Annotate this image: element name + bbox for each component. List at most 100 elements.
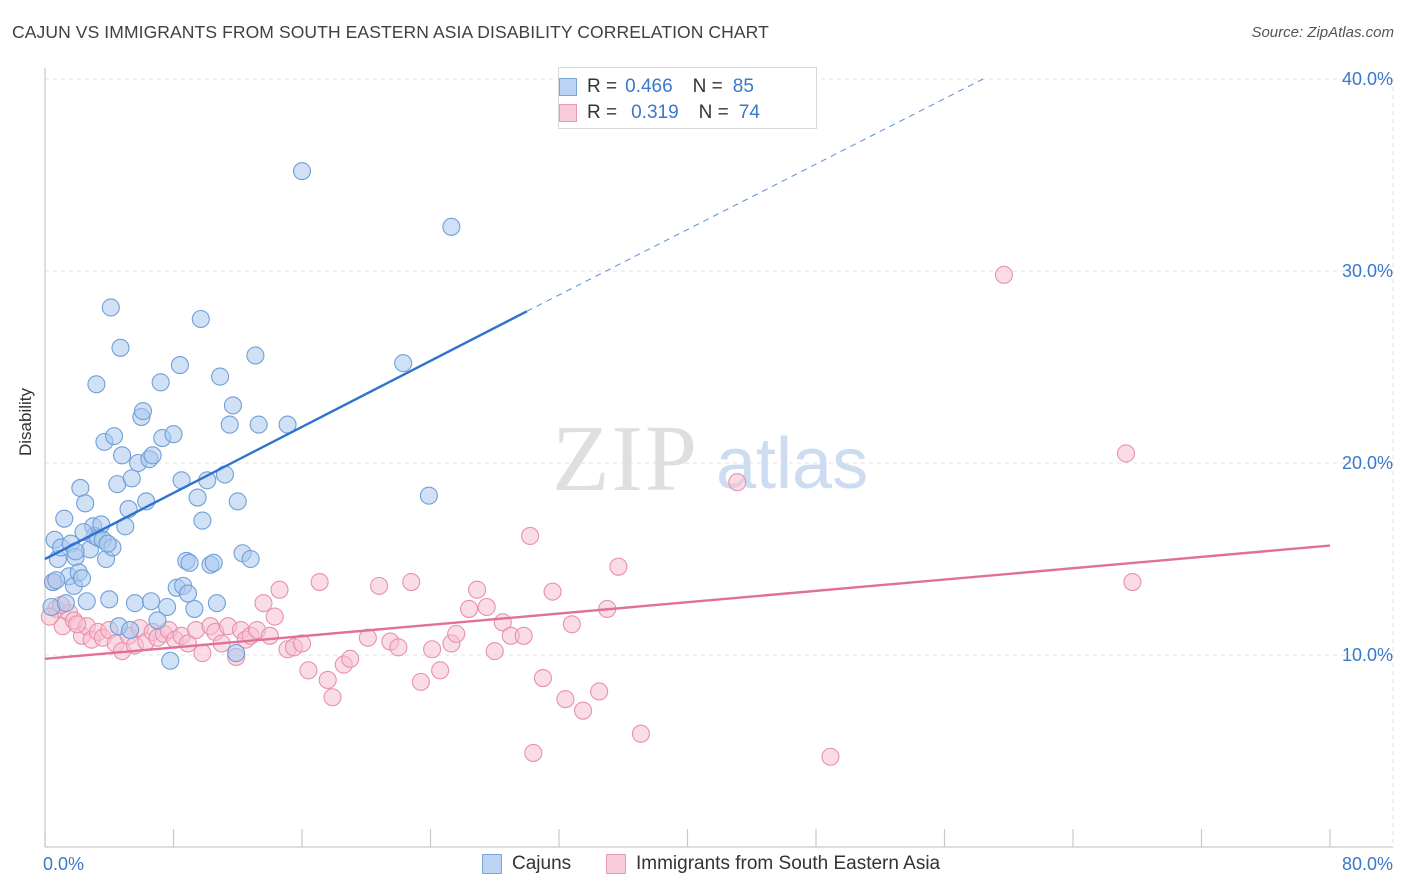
legend-swatch-blue xyxy=(559,78,577,96)
immigrants-point xyxy=(323,688,342,707)
immigrants-point xyxy=(411,672,430,691)
cajuns-point xyxy=(87,375,106,394)
cajuns-point xyxy=(100,590,119,609)
cajuns-point xyxy=(161,651,180,670)
bottom-legend-swatch-blue xyxy=(482,854,502,874)
legend-r-value: 0.466 xyxy=(625,76,673,97)
immigrants-point xyxy=(821,747,840,766)
cajuns-point xyxy=(191,309,210,329)
bottom-legend-swatch-pink xyxy=(606,854,626,874)
cajuns-point xyxy=(101,298,120,317)
legend-r-label: R = xyxy=(587,76,618,97)
chart-source: Source: ZipAtlas.com xyxy=(1251,24,1394,41)
cajuns-point xyxy=(228,492,247,511)
immigrants-point xyxy=(556,690,575,709)
legend-row-cajuns: R = 0.466 N = 85 xyxy=(559,75,754,99)
cajuns-point xyxy=(141,592,161,611)
series-cajuns-points xyxy=(42,162,461,670)
immigrants-point xyxy=(574,701,593,720)
legend-r-value: 0.319 xyxy=(631,102,679,123)
bottom-legend-label-cajuns: Cajuns xyxy=(512,853,572,874)
cajuns-point xyxy=(204,553,223,572)
cajuns-point xyxy=(164,425,183,444)
cajuns-point xyxy=(47,571,66,590)
cajuns-point xyxy=(249,415,268,434)
y-tick-label: 20.0% xyxy=(1342,453,1393,473)
y-tick-label: 30.0% xyxy=(1342,261,1393,281)
immigrants-point xyxy=(994,265,1013,284)
immigrants-point xyxy=(68,615,87,634)
immigrants-trend-line xyxy=(44,544,1331,661)
y-axis-title: Disability xyxy=(16,387,35,456)
immigrants-point xyxy=(389,638,408,657)
cajuns-point xyxy=(220,415,239,434)
bottom-legend-cajuns: Cajuns xyxy=(482,852,571,876)
immigrants-point xyxy=(562,615,581,634)
immigrants-point xyxy=(590,682,609,701)
axes xyxy=(44,68,1393,848)
immigrants-point xyxy=(318,670,337,690)
immigrants-point xyxy=(431,661,450,680)
chart-title: CAJUN VS IMMIGRANTS FROM SOUTH EASTERN A… xyxy=(12,22,769,42)
cajuns-point xyxy=(76,494,95,513)
immigrants-point xyxy=(543,582,562,601)
bottom-legend-label-immigrants: Immigrants from South Eastern Asia xyxy=(636,853,941,874)
cajuns-point xyxy=(143,446,162,465)
cajuns-point xyxy=(227,644,246,663)
immigrants-point xyxy=(485,642,504,661)
cajuns-point xyxy=(98,534,117,553)
immigrants-point xyxy=(254,594,273,613)
immigrants-point xyxy=(533,668,552,688)
cajuns-trend-line xyxy=(44,310,528,561)
cajuns-point xyxy=(111,338,130,357)
cajuns-point xyxy=(180,553,199,572)
watermark: ZIP atlas xyxy=(552,407,868,511)
x-tick-label-min: 0.0% xyxy=(43,854,84,874)
immigrants-point xyxy=(341,649,360,668)
cajuns-point xyxy=(241,549,260,569)
legend-n-label: N = xyxy=(698,102,729,123)
cajuns-point xyxy=(151,373,170,392)
immigrants-point xyxy=(310,572,329,592)
immigrants-point xyxy=(447,624,466,643)
legend-row-immigrants: R = 0.319 N = 74 xyxy=(559,101,760,125)
watermark-zip: ZIP xyxy=(552,407,699,511)
legend-swatch-pink xyxy=(559,104,577,122)
cajuns-point xyxy=(223,396,242,415)
immigrants-point xyxy=(1116,444,1136,463)
cajuns-point xyxy=(105,427,124,446)
immigrants-point xyxy=(299,661,318,680)
y-tick-label: 40.0% xyxy=(1342,69,1393,89)
cajuns-point xyxy=(394,354,413,373)
cajuns-point xyxy=(419,486,438,505)
tick-labels: 10.0% 20.0% 30.0% 40.0% 0.0% 80.0% xyxy=(43,69,1393,874)
cajuns-point xyxy=(246,346,265,365)
cajuns-point xyxy=(72,569,91,588)
x-tick-label-max: 80.0% xyxy=(1342,854,1393,874)
immigrants-point xyxy=(1123,572,1142,592)
legend-n-label: N = xyxy=(692,76,723,97)
cajuns-point xyxy=(121,620,140,640)
trend-lines xyxy=(44,78,1331,661)
cajuns-point xyxy=(188,488,207,507)
legend-n-value: 85 xyxy=(732,76,754,97)
immigrants-point xyxy=(609,557,628,576)
immigrants-point xyxy=(524,743,543,762)
immigrants-point xyxy=(402,572,421,592)
cajuns-trend-extension xyxy=(526,78,984,312)
cajuns-point xyxy=(125,594,144,613)
bottom-legend-immigrants: Immigrants from South Eastern Asia xyxy=(606,852,940,876)
immigrants-point xyxy=(193,644,212,663)
cajuns-point xyxy=(178,584,198,603)
cajuns-point xyxy=(56,594,75,613)
immigrants-point xyxy=(514,626,533,645)
cajuns-point xyxy=(148,611,167,630)
immigrants-point xyxy=(370,576,389,595)
watermark-atlas: atlas xyxy=(716,424,868,504)
immigrants-point xyxy=(728,473,747,492)
cajuns-point xyxy=(158,597,177,617)
cajuns-point xyxy=(77,592,96,611)
cajuns-point xyxy=(211,367,230,386)
immigrants-point xyxy=(459,599,479,618)
